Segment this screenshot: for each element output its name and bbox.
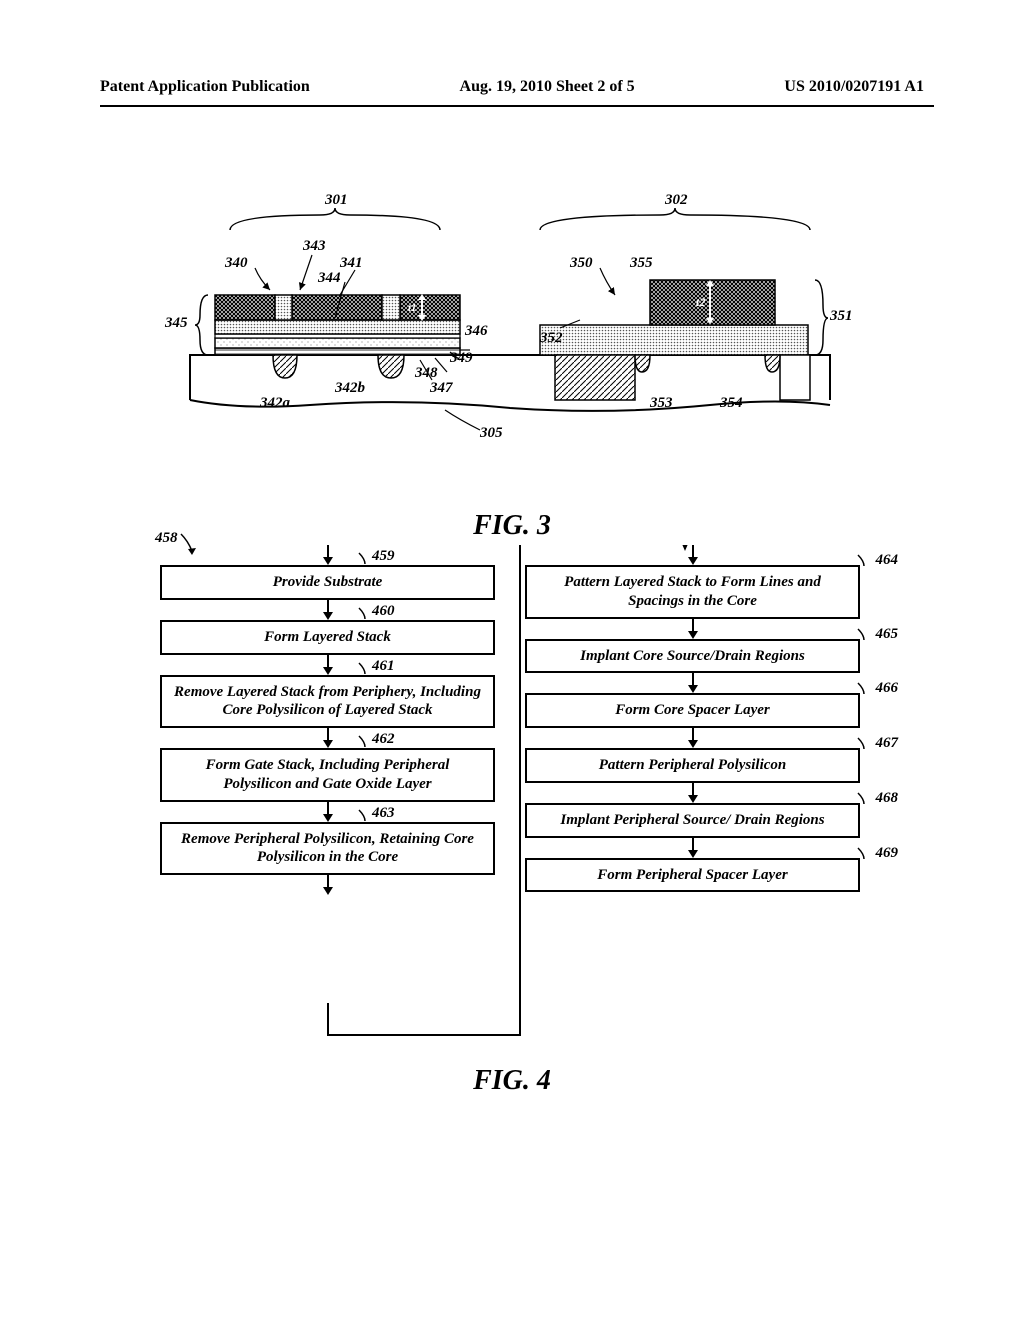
flow-arrow	[318, 545, 338, 565]
flow-step-text: Form Layered Stack	[264, 629, 391, 645]
flow-step-459: Provide Substrate459	[160, 565, 495, 600]
flow-arrow	[318, 802, 338, 822]
flow-step-text: Pattern Layered Stack to Form Lines and …	[564, 574, 821, 609]
fig3-label-342a: 342a	[260, 395, 290, 412]
fig3-label-345: 345	[165, 315, 188, 332]
fig3-label-341: 341	[340, 255, 363, 272]
figure-4: 458 Provide Substrate459Form Layered Sta…	[160, 545, 860, 895]
hook-icon	[856, 846, 876, 866]
hook-icon	[357, 661, 377, 681]
figure-3: t1 t2	[160, 200, 860, 520]
flowchart-left-col: Provide Substrate459 Form Layered Stack46…	[160, 545, 495, 895]
flow-step-label: 469	[876, 844, 899, 863]
flowchart-columns: Provide Substrate459 Form Layered Stack46…	[160, 545, 860, 895]
flow-step-463: Remove Peripheral Polysilicon, Retaining…	[160, 822, 495, 876]
flow-step-label: 464	[876, 551, 899, 570]
flow-step-462: Form Gate Stack, Including Peripheral Po…	[160, 748, 495, 802]
flow-arrow	[683, 838, 703, 858]
fig3-label-301: 301	[325, 192, 348, 209]
flow-step-461: Remove Layered Stack from Periphery, Inc…	[160, 675, 495, 729]
fig3-label-344: 344	[318, 270, 341, 287]
flow-step-label: 465	[876, 625, 899, 644]
hook-icon	[856, 791, 876, 811]
flow-step-460: Form Layered Stack460	[160, 620, 495, 655]
fig3-label-348: 348	[415, 365, 438, 382]
header-right: US 2010/0207191 A1	[784, 78, 924, 96]
flow-arrow	[683, 545, 703, 565]
flow-step-text: Form Peripheral Spacer Layer	[597, 867, 787, 883]
flow-arrow	[318, 728, 338, 748]
flow-step-text: Pattern Peripheral Polysilicon	[599, 757, 787, 773]
flow-step-text: Implant Core Source/Drain Regions	[580, 648, 805, 664]
header-left: Patent Application Publication	[100, 78, 310, 96]
flow-step-469: Form Peripheral Spacer Layer469	[525, 858, 860, 893]
fig3-label-346: 346	[465, 323, 488, 340]
fig3-label-349: 349	[450, 350, 473, 367]
hook-icon	[856, 681, 876, 701]
fig3-label-302: 302	[665, 192, 688, 209]
fig3-label-352: 352	[540, 330, 563, 347]
flow-step-text: Remove Layered Stack from Periphery, Inc…	[174, 684, 481, 719]
fig3-label-351: 351	[830, 308, 853, 325]
hook-icon	[357, 808, 377, 828]
svg-text:t2: t2	[696, 295, 705, 309]
figure-4-caption: FIG. 4	[0, 1065, 1024, 1097]
flow-step-468: Implant Peripheral Source/ Drain Regions…	[525, 803, 860, 838]
fig3-label-353: 353	[650, 395, 673, 412]
flow-step-label: 468	[876, 789, 899, 808]
flow-step-text: Form Core Spacer Layer	[615, 702, 770, 718]
flow-arrow	[318, 600, 338, 620]
flow-step-text: Form Gate Stack, Including Peripheral Po…	[206, 757, 450, 792]
fig3-label-354: 354	[720, 395, 743, 412]
flow-step-466: Form Core Spacer Layer466	[525, 693, 860, 728]
flow-step-465: Implant Core Source/Drain Regions465	[525, 639, 860, 674]
figure-3-svg: t1 t2	[160, 200, 860, 500]
flow-arrow	[683, 619, 703, 639]
hook-icon	[357, 551, 377, 571]
hook-icon	[357, 606, 377, 626]
hook-icon	[357, 734, 377, 754]
page-header: Patent Application Publication Aug. 19, …	[0, 78, 1024, 96]
header-center: Aug. 19, 2010 Sheet 2 of 5	[460, 78, 635, 96]
flow-step-467: Pattern Peripheral Polysilicon467	[525, 748, 860, 783]
flow-step-464: Pattern Layered Stack to Form Lines and …	[525, 565, 860, 619]
flow-step-text: Provide Substrate	[273, 574, 383, 590]
fig3-label-342b: 342b	[335, 380, 365, 397]
flow-arrow	[683, 783, 703, 803]
fig3-label-305: 305	[480, 425, 503, 442]
flow-step-text: Remove Peripheral Polysilicon, Retaining…	[181, 831, 474, 866]
fig3-label-355: 355	[630, 255, 653, 272]
flow-arrow	[683, 673, 703, 693]
start-arrow-icon	[178, 531, 208, 561]
fig3-label-350: 350	[570, 255, 593, 272]
fig3-label-347: 347	[430, 380, 453, 397]
hook-icon	[856, 627, 876, 647]
flowchart-right-col: Pattern Layered Stack to Form Lines and …	[525, 545, 860, 895]
flow-arrow	[683, 728, 703, 748]
header-rule	[100, 105, 934, 107]
flow-step-label: 466	[876, 679, 899, 698]
flow-step-text: Implant Peripheral Source/ Drain Regions	[560, 812, 824, 828]
fig4-label-458: 458	[155, 530, 178, 547]
flow-arrow	[318, 655, 338, 675]
flow-step-label: 467	[876, 734, 899, 753]
fig3-label-343: 343	[303, 238, 326, 255]
figure-3-caption: FIG. 3	[0, 510, 1024, 542]
hook-icon	[856, 736, 876, 756]
flow-arrow	[318, 875, 338, 895]
hook-icon	[856, 553, 876, 573]
svg-text:t1: t1	[408, 302, 417, 314]
page: Patent Application Publication Aug. 19, …	[0, 0, 1024, 1320]
fig3-label-340: 340	[225, 255, 248, 272]
